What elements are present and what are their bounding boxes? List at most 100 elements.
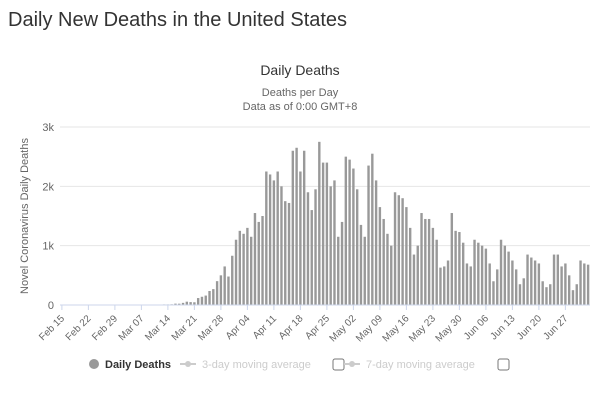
- x-tick-label: Feb 22: [64, 313, 94, 343]
- chart-title: Daily Deaths: [260, 62, 339, 78]
- bar: [292, 151, 294, 305]
- bar: [557, 255, 559, 305]
- bar: [530, 258, 532, 305]
- bar: [311, 210, 313, 305]
- bar: [538, 263, 540, 305]
- bar: [435, 240, 437, 305]
- bar: [488, 263, 490, 305]
- bar: [205, 296, 207, 305]
- bar: [352, 169, 354, 305]
- bar: [269, 174, 271, 305]
- bar: [515, 269, 517, 305]
- bar: [572, 290, 574, 305]
- bar: [447, 261, 449, 306]
- bar: [208, 291, 210, 305]
- bar: [511, 261, 513, 306]
- bar: [519, 284, 521, 305]
- bar: [371, 154, 373, 305]
- bar: [413, 255, 415, 305]
- legend-marker[interactable]: [185, 361, 191, 367]
- bar: [492, 281, 494, 305]
- x-tick-label: Apr 18: [277, 313, 306, 342]
- bar: [341, 222, 343, 305]
- bar: [375, 180, 377, 305]
- bar: [333, 180, 335, 305]
- bar: [462, 243, 464, 305]
- x-tick-label: Feb 15: [37, 313, 67, 343]
- bar: [220, 275, 222, 305]
- bar: [280, 186, 282, 305]
- bar: [295, 148, 297, 305]
- page-title: Daily New Deaths in the United States: [8, 9, 347, 31]
- bar: [348, 160, 350, 305]
- bar: [216, 281, 218, 305]
- bar: [583, 263, 585, 305]
- bar: [481, 246, 483, 305]
- bar: [326, 163, 328, 305]
- bar: [273, 180, 275, 305]
- bar: [454, 231, 456, 305]
- bar: [473, 240, 475, 305]
- bar: [322, 163, 324, 305]
- chart-subtitle: Data as of 0:00 GMT+8: [243, 101, 358, 113]
- bar: [564, 263, 566, 305]
- bar: [258, 222, 260, 305]
- x-tick-label: Feb 29: [90, 313, 120, 343]
- checkbox[interactable]: [333, 359, 344, 370]
- bar: [466, 263, 468, 305]
- checkbox[interactable]: [498, 359, 509, 370]
- x-tick-label: Mar 21: [170, 313, 200, 343]
- x-tick-label: May 23: [407, 313, 438, 344]
- bar: [223, 266, 225, 305]
- chart-subtitle: Deaths per Day: [262, 87, 339, 99]
- bar: [201, 297, 203, 305]
- bar: [470, 266, 472, 305]
- bar: [345, 157, 347, 305]
- bar: [401, 198, 403, 305]
- bar: [318, 142, 320, 305]
- bar: [405, 207, 407, 305]
- legend-label[interactable]: Daily Deaths: [105, 359, 171, 371]
- x-tick-label: Apr 11: [251, 313, 279, 341]
- bar: [337, 237, 339, 305]
- x-tick-label: May 02: [328, 313, 359, 344]
- x-tick-label: May 30: [434, 313, 465, 344]
- bar: [541, 281, 543, 305]
- bar: [553, 255, 555, 305]
- x-tick-label: May 16: [381, 313, 412, 344]
- bar: [545, 287, 547, 305]
- bar: [458, 232, 460, 305]
- bar: [394, 192, 396, 305]
- bar: [307, 192, 309, 305]
- bar: [239, 231, 241, 305]
- bar: [477, 243, 479, 305]
- bar: [242, 234, 244, 305]
- bar: [197, 298, 199, 305]
- bar: [360, 225, 362, 305]
- bar: [409, 228, 411, 305]
- bar: [485, 249, 487, 305]
- y-tick-label: 2k: [42, 181, 54, 193]
- bar: [235, 240, 237, 305]
- bar: [507, 252, 509, 305]
- bar: [432, 228, 434, 305]
- bar: [276, 172, 278, 306]
- y-tick-label: 1k: [42, 241, 54, 253]
- legend-label[interactable]: 7-day moving average: [366, 359, 475, 371]
- bar: [587, 265, 589, 305]
- bar: [379, 207, 381, 305]
- bar: [265, 172, 267, 306]
- bar: [261, 216, 263, 305]
- y-tick-label: 3k: [42, 122, 54, 134]
- bar: [424, 219, 426, 305]
- legend-marker[interactable]: [89, 359, 99, 369]
- bar: [356, 189, 358, 305]
- legend-marker[interactable]: [349, 361, 355, 367]
- bar: [299, 172, 301, 306]
- bar: [420, 213, 422, 305]
- bar: [314, 189, 316, 305]
- legend-label[interactable]: 3-day moving average: [202, 359, 311, 371]
- x-tick-label: Apr 04: [224, 313, 253, 342]
